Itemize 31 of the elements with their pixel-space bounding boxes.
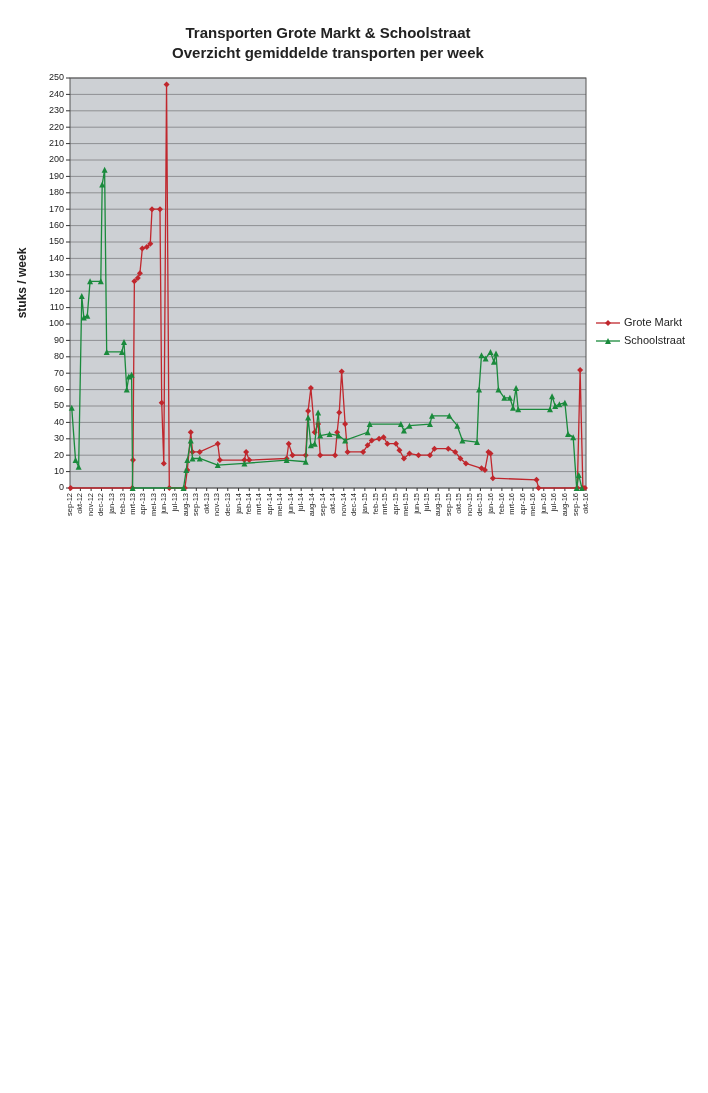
y-tick-label: 40 (53, 416, 64, 427)
y-tick-label: 100 (48, 318, 64, 329)
y-tick-label: 230 (48, 105, 64, 116)
y-tick-label: 140 (48, 252, 64, 263)
y-tick-label: 240 (48, 88, 64, 99)
y-tick-label: 70 (53, 367, 64, 378)
y-tick-label: 60 (53, 383, 64, 394)
y-tick-label: 120 (48, 285, 64, 296)
y-tick-label: 0 (58, 482, 64, 493)
y-tick-label: 150 (48, 236, 64, 247)
y-tick-label: 30 (53, 433, 64, 444)
y-axis-title: stuks / week (15, 247, 29, 319)
y-tick-label: 50 (53, 400, 64, 411)
y-tick-label: 170 (48, 203, 64, 214)
y-tick-label: 20 (53, 449, 64, 460)
y-tick-label: 160 (48, 219, 64, 230)
y-tick-label: 90 (53, 334, 64, 345)
y-tick-label: 250 (48, 72, 64, 83)
y-tick-label: 200 (48, 154, 64, 165)
y-tick-label: 180 (48, 187, 64, 198)
y-tick-label: 210 (48, 137, 64, 148)
y-tick-label: 10 (53, 465, 64, 476)
chart-title: Transporten Grote Markt & Schoolstraat (185, 24, 471, 41)
chart-subtitle: Overzicht gemiddelde transporten per week (172, 44, 485, 61)
y-tick-label: 130 (48, 269, 64, 280)
legend-label: Grote Markt (624, 315, 683, 328)
y-tick-label: 110 (49, 301, 64, 312)
y-tick-label: 190 (48, 170, 64, 181)
y-tick-label: 80 (53, 351, 64, 362)
legend-label: Schoolstraat (624, 333, 686, 346)
y-tick-label: 220 (48, 121, 64, 132)
